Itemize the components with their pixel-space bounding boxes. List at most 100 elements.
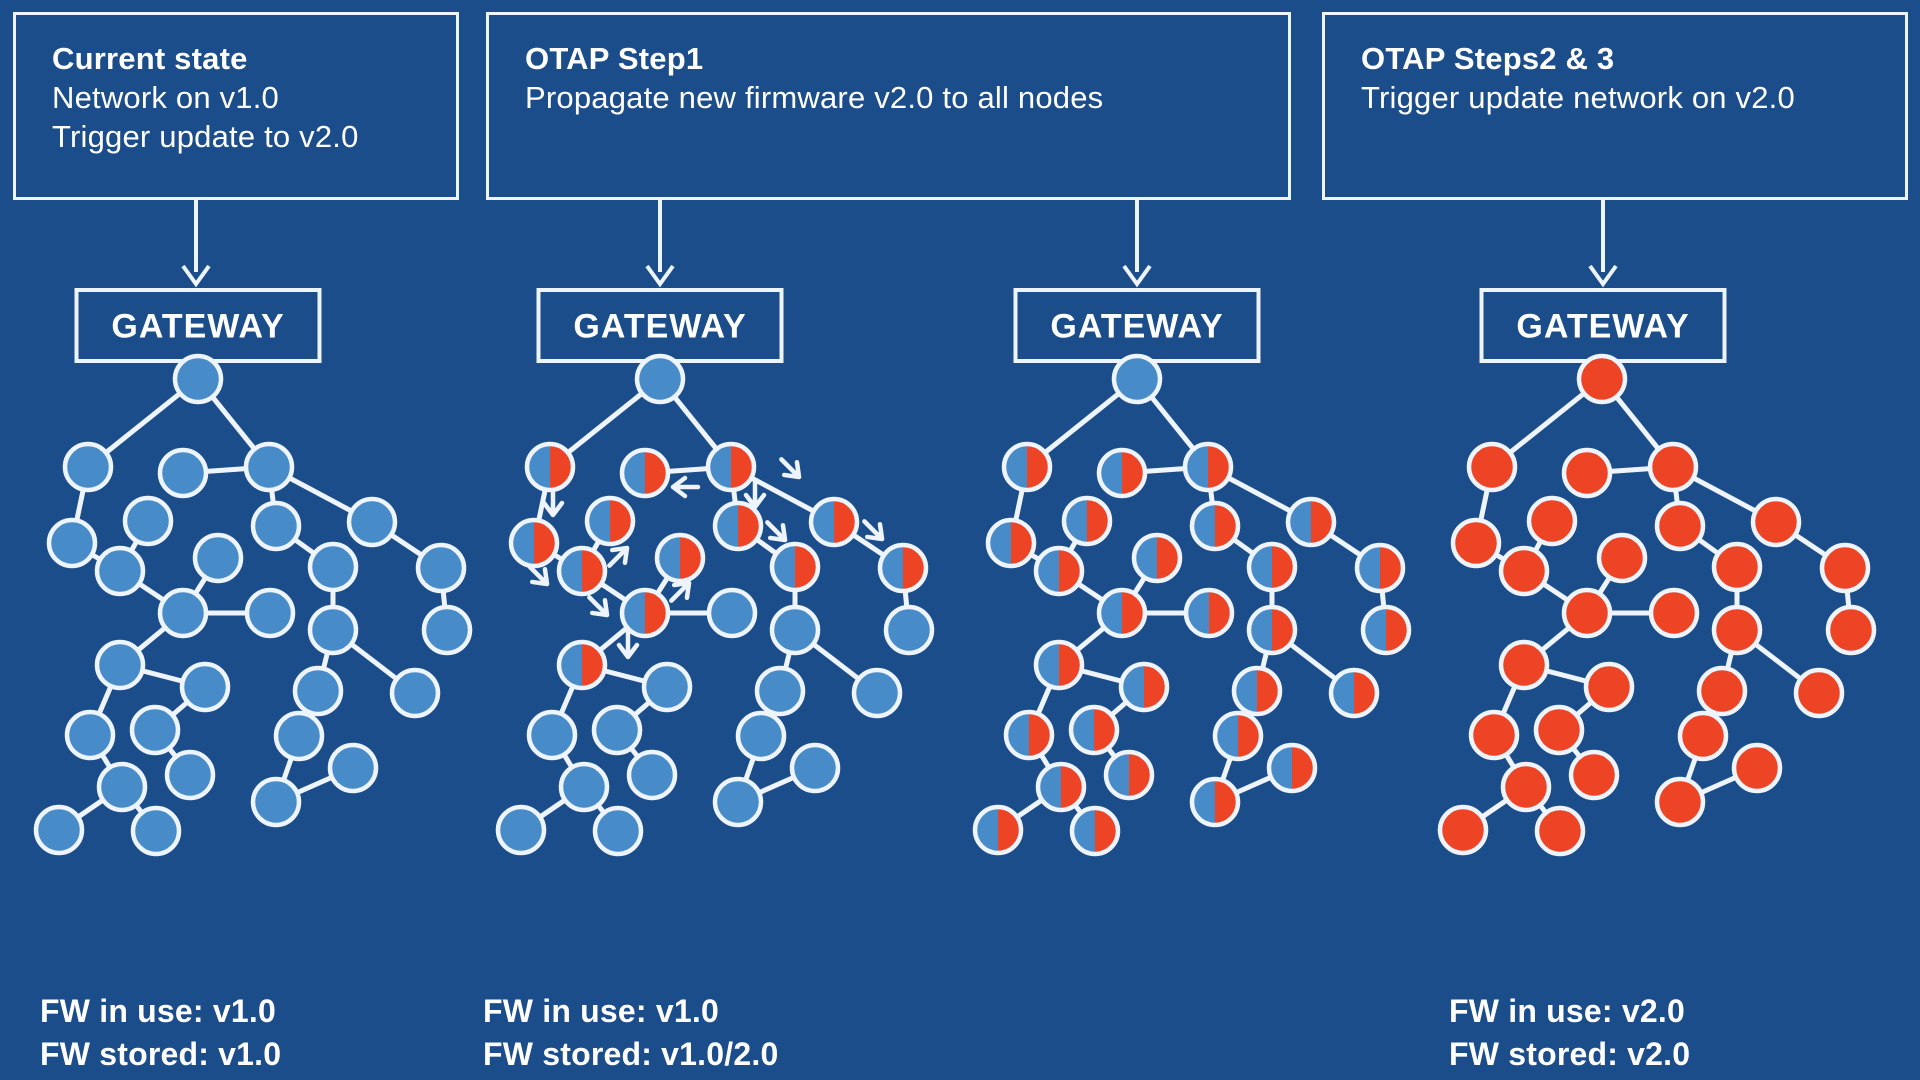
network-node: [1189, 500, 1241, 552]
node-half-blue: [1249, 544, 1272, 590]
network-node: [1466, 441, 1518, 493]
propagation-arrow-icon: [862, 519, 885, 542]
network-node: [1096, 587, 1148, 639]
fw-status-label: FW in use: v2.0 FW stored: v2.0: [1449, 990, 1690, 1076]
propagation-arrow-icon: [669, 580, 692, 603]
propagation-arrow-icon: [765, 520, 788, 543]
node-half-red: [1238, 713, 1261, 759]
gateway-label: GATEWAY: [1050, 308, 1223, 346]
network-node: [591, 704, 643, 756]
network-node: [1583, 661, 1635, 713]
node-half-red: [1027, 444, 1050, 490]
network-node: [1035, 761, 1087, 813]
header-line: Trigger update to v2.0: [52, 119, 359, 154]
network-node: [172, 353, 224, 405]
node-half-red: [731, 444, 754, 490]
header-line: OTAP Step1: [525, 41, 704, 76]
node-half-blue: [559, 548, 582, 594]
network-node: [1285, 496, 1337, 548]
node-half-blue: [1072, 808, 1095, 854]
network-node: [1500, 761, 1552, 813]
node-half-red: [645, 590, 668, 636]
node-half-red: [1029, 712, 1052, 758]
header-line: Trigger update network on v2.0: [1361, 80, 1795, 115]
node-half-red: [680, 535, 703, 581]
network-node: [1354, 542, 1406, 594]
network-node: [243, 441, 295, 493]
node-half-blue: [1071, 707, 1094, 753]
network-node: [1731, 742, 1783, 794]
network-node: [421, 604, 473, 656]
network-node: [1576, 353, 1628, 405]
fw-status-line: FW stored: v1.0: [40, 1036, 282, 1072]
node-half-blue: [1186, 590, 1209, 636]
node-half-blue: [1006, 712, 1029, 758]
node-half-red: [534, 520, 557, 566]
network-node: [769, 541, 821, 593]
node-half-blue: [1331, 670, 1354, 716]
network-node: [389, 667, 441, 719]
node-half-blue: [715, 503, 738, 549]
node-half-blue: [811, 499, 834, 545]
network-node: [556, 545, 608, 597]
node-half-blue: [1064, 498, 1087, 544]
node-half-blue: [527, 444, 550, 490]
node-half-blue: [1234, 668, 1257, 714]
gateway-label: GATEWAY: [111, 308, 284, 346]
node-half-red: [1354, 670, 1377, 716]
node-half-blue: [1121, 664, 1144, 710]
node-half-blue: [559, 642, 582, 688]
node-half-red: [1094, 707, 1117, 753]
node-half-blue: [1249, 607, 1272, 653]
network-node: [1498, 545, 1550, 597]
fw-status-label: FW in use: v1.0 FW stored: v1.0: [40, 990, 281, 1076]
network-node: [1450, 517, 1502, 569]
network-node: [769, 604, 821, 656]
node-half-blue: [1357, 545, 1380, 591]
node-half-blue: [1215, 713, 1238, 759]
network-node: [1096, 447, 1148, 499]
network-node: [292, 665, 344, 717]
network-node: [157, 447, 209, 499]
node-half-red: [1215, 503, 1238, 549]
network-node: [1069, 805, 1121, 857]
node-half-blue: [1004, 444, 1027, 490]
node-half-red: [998, 807, 1021, 853]
network-node: [877, 542, 929, 594]
node-half-red: [582, 642, 605, 688]
node-half-blue: [1192, 503, 1215, 549]
network-node: [1231, 665, 1283, 717]
network-node: [192, 532, 244, 584]
network-node: [64, 709, 116, 761]
network-node: [1561, 447, 1613, 499]
network-node: [1526, 495, 1578, 547]
node-half-red: [1122, 450, 1145, 496]
fw-status-line: FW in use: v1.0: [40, 993, 276, 1029]
network-node: [754, 665, 806, 717]
network-node: [584, 495, 636, 547]
network-node: [808, 496, 860, 548]
network-node: [1654, 776, 1706, 828]
node-half-red: [1129, 752, 1152, 798]
network-node: [1328, 667, 1380, 719]
node-half-blue: [708, 444, 731, 490]
down-arrow-icon: [645, 264, 675, 288]
network-node: [1246, 541, 1298, 593]
network-node: [1696, 665, 1748, 717]
network-node: [1266, 742, 1318, 794]
node-half-red: [550, 444, 573, 490]
network-node: [1111, 353, 1163, 405]
network-node: [1437, 804, 1489, 856]
network-node: [1183, 587, 1235, 639]
header-box-3: OTAP Steps2 & 3 Trigger update network on…: [1322, 12, 1908, 200]
node-half-red: [645, 450, 668, 496]
node-half-red: [1157, 535, 1180, 581]
node-half-red: [1272, 607, 1295, 653]
node-half-red: [1059, 642, 1082, 688]
node-half-red: [1380, 545, 1403, 591]
node-half-blue: [1269, 745, 1292, 791]
node-half-blue: [1363, 607, 1386, 653]
header-box-1: Current state Network on v1.0 Trigger upda…: [13, 12, 459, 200]
node-half-blue: [1036, 548, 1059, 594]
